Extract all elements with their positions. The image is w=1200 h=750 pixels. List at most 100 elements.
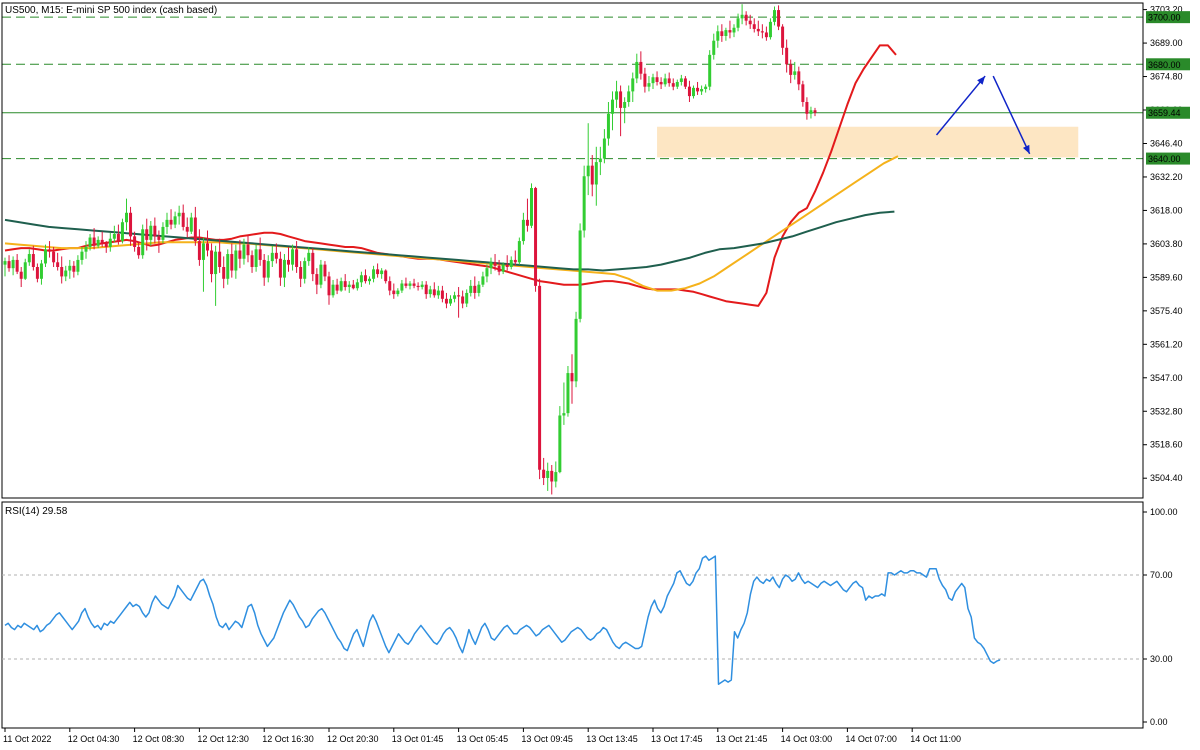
candle-body [813,110,817,113]
candle-body [246,244,250,256]
candle [736,13,740,32]
moving-average-2 [4,210,895,272]
candle [189,212,193,234]
candle [683,76,687,90]
candle [509,256,513,270]
candle [582,165,586,238]
candle [96,236,100,249]
candle-body [339,281,343,291]
candle-body [238,250,242,259]
price-tick-label: 3575.40 [1150,306,1183,316]
candle [724,27,728,41]
candle-body [388,281,392,291]
candle [234,244,238,279]
rsi-tick-label: 100.00 [1150,507,1178,517]
candle-body [153,225,157,237]
candle [282,254,286,288]
candle-body [586,165,590,177]
candle-body [590,165,594,185]
candle-body [125,212,128,223]
candle-body [651,77,655,84]
candle [201,237,205,292]
candle [295,241,299,273]
candle-body [558,415,562,473]
rsi-tick-label: 70.00 [1150,570,1173,580]
candle-body [218,251,222,267]
candle [428,285,432,298]
candle [675,79,679,90]
candle [35,263,39,283]
candle-body [477,284,481,293]
candle-body [270,252,274,262]
candle [489,257,493,275]
candle-body [355,282,359,289]
candle [461,290,465,309]
candle-body [226,254,230,279]
arrowhead-icon [1022,144,1030,154]
candle [311,248,315,282]
candle-body [351,284,355,289]
candle [299,261,303,288]
candle-body [785,47,789,65]
candle [671,78,675,91]
candle-body [380,270,384,275]
candle [335,278,339,295]
candle [161,222,165,244]
candle [416,282,420,291]
candle [453,291,457,303]
chart-title: US500, M15: E-mini SP 500 index (cash ba… [5,5,217,16]
rsi-tick-label: 30.00 [1150,654,1173,664]
candle-body [530,188,533,226]
candle [756,20,760,36]
candle [250,250,254,273]
candle-body [554,472,558,482]
candle-body [521,219,525,242]
candle-body [687,86,691,97]
candle [56,252,60,271]
candle-body [517,241,521,263]
candle [254,244,258,272]
candle-body [141,229,145,256]
candle [586,123,590,196]
candle [748,14,752,29]
candle [538,278,542,480]
candle [700,85,704,95]
candle [679,74,683,86]
candle [339,277,343,292]
candle [781,24,785,55]
candle-body [736,18,740,28]
candle-body [773,10,776,22]
candle [206,230,209,257]
main-panel-border [1,2,1144,499]
candle [505,255,509,271]
candle-body [327,276,331,296]
candle [359,271,363,288]
candle-body [473,285,477,293]
candle [562,382,566,425]
candle [627,85,631,107]
candle [39,259,43,285]
candle [197,229,201,266]
candle-body [96,239,100,246]
candle [19,267,23,288]
candle [813,107,817,117]
candle-body [550,470,554,482]
candle [801,80,805,107]
forecast-arrow-1 [992,75,1031,155]
candle [760,24,764,39]
candle-body [756,28,760,32]
candle [278,251,282,286]
candle-body [801,84,805,102]
candle [48,241,52,258]
candle-body [631,78,635,92]
candle [805,97,809,120]
candle-body [566,373,570,414]
candle-body [777,10,781,27]
candle-body [704,86,708,90]
candle-body [659,81,663,85]
candle-body [282,259,286,278]
candle-body [11,259,15,269]
candle [623,97,627,124]
